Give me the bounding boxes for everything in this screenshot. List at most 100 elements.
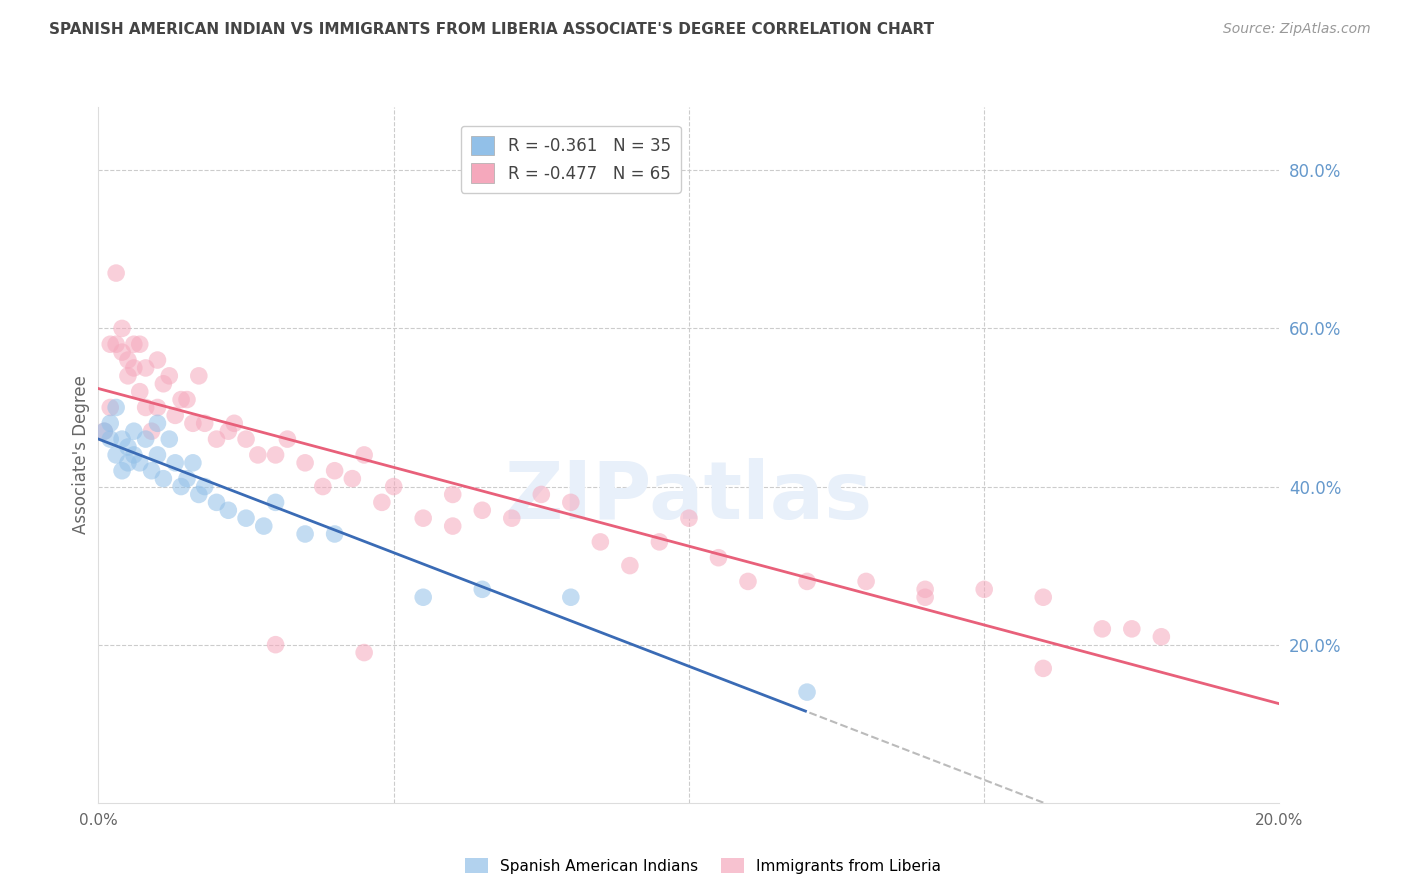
Point bbox=[560, 591, 582, 605]
Point bbox=[194, 417, 217, 431]
Point bbox=[217, 503, 239, 517]
Point bbox=[1032, 591, 1054, 605]
Point bbox=[648, 534, 671, 549]
Point bbox=[176, 392, 198, 407]
Point bbox=[264, 448, 287, 462]
Point bbox=[122, 448, 145, 462]
Point bbox=[412, 511, 434, 525]
Point bbox=[146, 401, 169, 415]
Legend: Spanish American Indians, Immigrants from Liberia: Spanish American Indians, Immigrants fro… bbox=[458, 852, 948, 880]
Point bbox=[1032, 661, 1054, 675]
Point bbox=[246, 448, 269, 462]
Point bbox=[165, 409, 187, 423]
Point bbox=[187, 368, 209, 383]
Text: SPANISH AMERICAN INDIAN VS IMMIGRANTS FROM LIBERIA ASSOCIATE'S DEGREE CORRELATIO: SPANISH AMERICAN INDIAN VS IMMIGRANTS FR… bbox=[49, 22, 935, 37]
Point bbox=[141, 424, 163, 438]
Point bbox=[93, 424, 115, 438]
Point bbox=[530, 487, 553, 501]
Point bbox=[973, 582, 995, 597]
Point bbox=[264, 495, 287, 509]
Point bbox=[1091, 622, 1114, 636]
Point bbox=[501, 511, 523, 525]
Point bbox=[117, 353, 139, 368]
Point bbox=[146, 353, 169, 368]
Legend: R = -0.361   N = 35, R = -0.477   N = 65: R = -0.361 N = 35, R = -0.477 N = 65 bbox=[461, 126, 681, 193]
Point bbox=[914, 582, 936, 597]
Point bbox=[589, 534, 612, 549]
Point bbox=[128, 337, 150, 351]
Point bbox=[441, 519, 464, 533]
Point bbox=[98, 432, 121, 446]
Point bbox=[737, 574, 759, 589]
Point bbox=[217, 424, 239, 438]
Point bbox=[93, 424, 115, 438]
Point bbox=[353, 646, 375, 660]
Point bbox=[170, 392, 193, 407]
Point bbox=[323, 527, 346, 541]
Point bbox=[152, 472, 174, 486]
Point bbox=[170, 479, 193, 493]
Point bbox=[105, 266, 128, 280]
Point bbox=[157, 368, 180, 383]
Point bbox=[122, 424, 145, 438]
Point bbox=[235, 511, 257, 525]
Point bbox=[796, 685, 818, 699]
Point bbox=[181, 456, 204, 470]
Point bbox=[205, 495, 228, 509]
Point bbox=[181, 417, 204, 431]
Point bbox=[98, 417, 121, 431]
Point bbox=[152, 376, 174, 391]
Point bbox=[323, 464, 346, 478]
Point bbox=[1150, 630, 1173, 644]
Point bbox=[560, 495, 582, 509]
Point bbox=[98, 401, 121, 415]
Point bbox=[264, 638, 287, 652]
Point bbox=[205, 432, 228, 446]
Point bbox=[276, 432, 298, 446]
Point bbox=[135, 401, 157, 415]
Point bbox=[146, 417, 169, 431]
Point bbox=[135, 432, 157, 446]
Point bbox=[678, 511, 700, 525]
Point bbox=[105, 448, 128, 462]
Point bbox=[98, 337, 121, 351]
Point bbox=[105, 401, 128, 415]
Point bbox=[122, 337, 145, 351]
Point bbox=[111, 321, 134, 335]
Point bbox=[855, 574, 877, 589]
Point bbox=[619, 558, 641, 573]
Point bbox=[471, 582, 494, 597]
Text: Source: ZipAtlas.com: Source: ZipAtlas.com bbox=[1223, 22, 1371, 37]
Point bbox=[111, 464, 134, 478]
Point bbox=[122, 360, 145, 375]
Point bbox=[157, 432, 180, 446]
Point bbox=[176, 472, 198, 486]
Point bbox=[128, 384, 150, 399]
Point bbox=[146, 448, 169, 462]
Point bbox=[796, 574, 818, 589]
Point bbox=[105, 337, 128, 351]
Point bbox=[914, 591, 936, 605]
Point bbox=[111, 432, 134, 446]
Point bbox=[1121, 622, 1143, 636]
Point bbox=[382, 479, 405, 493]
Point bbox=[312, 479, 335, 493]
Point bbox=[117, 368, 139, 383]
Point bbox=[128, 456, 150, 470]
Point bbox=[117, 456, 139, 470]
Point bbox=[165, 456, 187, 470]
Point bbox=[441, 487, 464, 501]
Point bbox=[471, 503, 494, 517]
Text: ZIPatlas: ZIPatlas bbox=[505, 458, 873, 536]
Point bbox=[194, 479, 217, 493]
Point bbox=[253, 519, 276, 533]
Point bbox=[117, 440, 139, 454]
Point bbox=[135, 360, 157, 375]
Point bbox=[353, 448, 375, 462]
Y-axis label: Associate's Degree: Associate's Degree bbox=[72, 376, 90, 534]
Point bbox=[371, 495, 394, 509]
Point bbox=[111, 345, 134, 359]
Point bbox=[707, 550, 730, 565]
Point bbox=[224, 417, 246, 431]
Point bbox=[342, 472, 364, 486]
